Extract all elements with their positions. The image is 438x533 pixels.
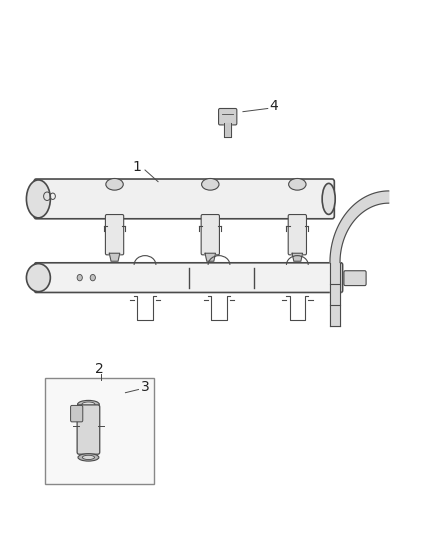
FancyBboxPatch shape [344, 271, 366, 286]
Text: 2: 2 [95, 361, 104, 376]
Polygon shape [110, 253, 120, 261]
Ellipse shape [289, 179, 306, 190]
Circle shape [90, 274, 95, 281]
Ellipse shape [78, 454, 99, 461]
Ellipse shape [26, 180, 50, 218]
Ellipse shape [201, 179, 219, 190]
Text: 1: 1 [132, 160, 141, 174]
FancyBboxPatch shape [35, 263, 343, 293]
Text: 4: 4 [269, 99, 278, 113]
FancyBboxPatch shape [106, 215, 124, 255]
Ellipse shape [82, 455, 95, 459]
Polygon shape [330, 191, 389, 263]
FancyBboxPatch shape [77, 405, 100, 454]
FancyBboxPatch shape [201, 215, 219, 255]
FancyBboxPatch shape [219, 109, 237, 125]
Ellipse shape [26, 264, 50, 292]
Circle shape [77, 274, 82, 281]
FancyBboxPatch shape [71, 406, 83, 422]
Text: 3: 3 [141, 380, 149, 394]
Ellipse shape [78, 400, 99, 408]
Ellipse shape [82, 402, 95, 407]
Bar [45, 378, 154, 484]
Polygon shape [205, 253, 215, 261]
FancyBboxPatch shape [288, 215, 307, 255]
Polygon shape [292, 253, 303, 261]
FancyBboxPatch shape [34, 179, 334, 219]
Ellipse shape [322, 183, 335, 214]
Ellipse shape [106, 179, 123, 190]
